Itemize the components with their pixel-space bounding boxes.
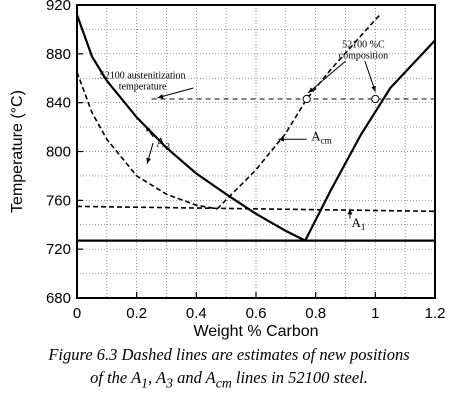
annotation-layer: 52100 austenitization temperature 52100 %C… [100,40,388,232]
series-line-acm [304,39,436,242]
label-a3-letter: A [156,135,166,150]
x-tick-label: 0.6 [246,305,267,322]
series-line-a3-new-estimate [76,71,218,210]
label-acm: Acm [311,129,331,146]
arrow-composition-2 [307,60,346,94]
caption-sub-3: 3 [166,375,173,391]
caption-sub-cm: cm [215,375,232,391]
y-tick-label: 840 [46,95,71,112]
arrow-acm-head [278,136,284,142]
x-tick-label: 1.2 [425,305,446,322]
grid-lines [77,5,435,298]
x-tick-label: 0.8 [305,305,326,322]
arrow-a3-dashed-head [146,157,151,164]
series-line-a3 [75,14,306,242]
x-tick-label: 0.2 [126,305,147,322]
annotation-austenitization-temperature: 52100 austenitization temperature [100,70,186,92]
data-marker-open-circle [371,94,380,104]
y-tick-label: 800 [46,144,71,161]
series-line-a1-new-estimate [76,205,436,213]
annotation-52100-composition-line: 52100 %C [342,40,385,51]
series-layer [75,12,436,242]
arrow-a1-head [347,208,353,215]
figure-caption: Figure 6.3 Dashed lines are estimates of… [0,343,458,394]
arrow-austenitization-head [157,94,164,99]
annotation-52100-composition-line: composition [339,51,388,62]
annotation-52100-composition: 52100 %C composition [339,40,388,62]
caption-text: and A [172,368,216,387]
label-a3-subscript: 3 [165,142,170,152]
arrow-a3-solid-head [145,125,151,132]
caption-line-2: of the A1, A3 and Acm lines in 52100 ste… [0,366,458,394]
phase-diagram-chart: 0 0.2 0.4 0.6 0.8 1 1.2 680 720 760 800 840 880 920 5… [9,0,445,340]
annotation-austenitization-temperature-line: temperature [119,81,167,92]
arrow-composition-2-head [308,87,314,93]
x-tick-label: 0 [73,305,81,322]
annotation-arrows [145,60,376,219]
annotation-austenitization-temperature-line: 52100 austenitization [100,70,186,81]
label-acm-subscript: cm [321,136,332,146]
arrow-austenitization [157,87,194,99]
x-tick-label: 0.4 [186,305,207,322]
label-a1: A1 [351,215,365,232]
caption-text: , A [148,368,167,387]
marker-layer [302,94,380,104]
y-tick-label: 680 [46,290,71,307]
y-tick-label: 880 [46,46,71,63]
caption-sub-1: 1 [141,375,149,391]
caption-text: of the A [90,368,142,387]
caption-text: lines in 52100 steel. [231,368,368,387]
label-acm-letter: A [311,129,321,144]
y-axis-label: Temperature (°C) [9,90,26,213]
label-a3: A3 [156,135,170,152]
label-a1-subscript: 1 [361,222,366,232]
label-a1-letter: A [351,215,361,230]
y-tick-label: 720 [46,241,71,258]
arrow-composition-head [371,85,376,92]
data-marker-open-circle [302,94,311,104]
y-tick-label: 760 [46,192,71,209]
x-axis-label: Weight % Carbon [193,323,318,340]
y-tick-label: 920 [46,0,71,14]
x-tick-label: 1 [371,305,379,322]
caption-line-1: Figure 6.3 Dashed lines are estimates of… [48,345,410,364]
tick-labels: 0 0.2 0.4 0.6 0.8 1 1.2 680 720 760 800 840 880 920 [46,0,445,322]
